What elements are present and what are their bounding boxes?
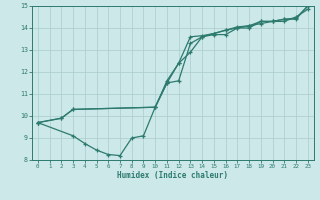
X-axis label: Humidex (Indice chaleur): Humidex (Indice chaleur) <box>117 171 228 180</box>
